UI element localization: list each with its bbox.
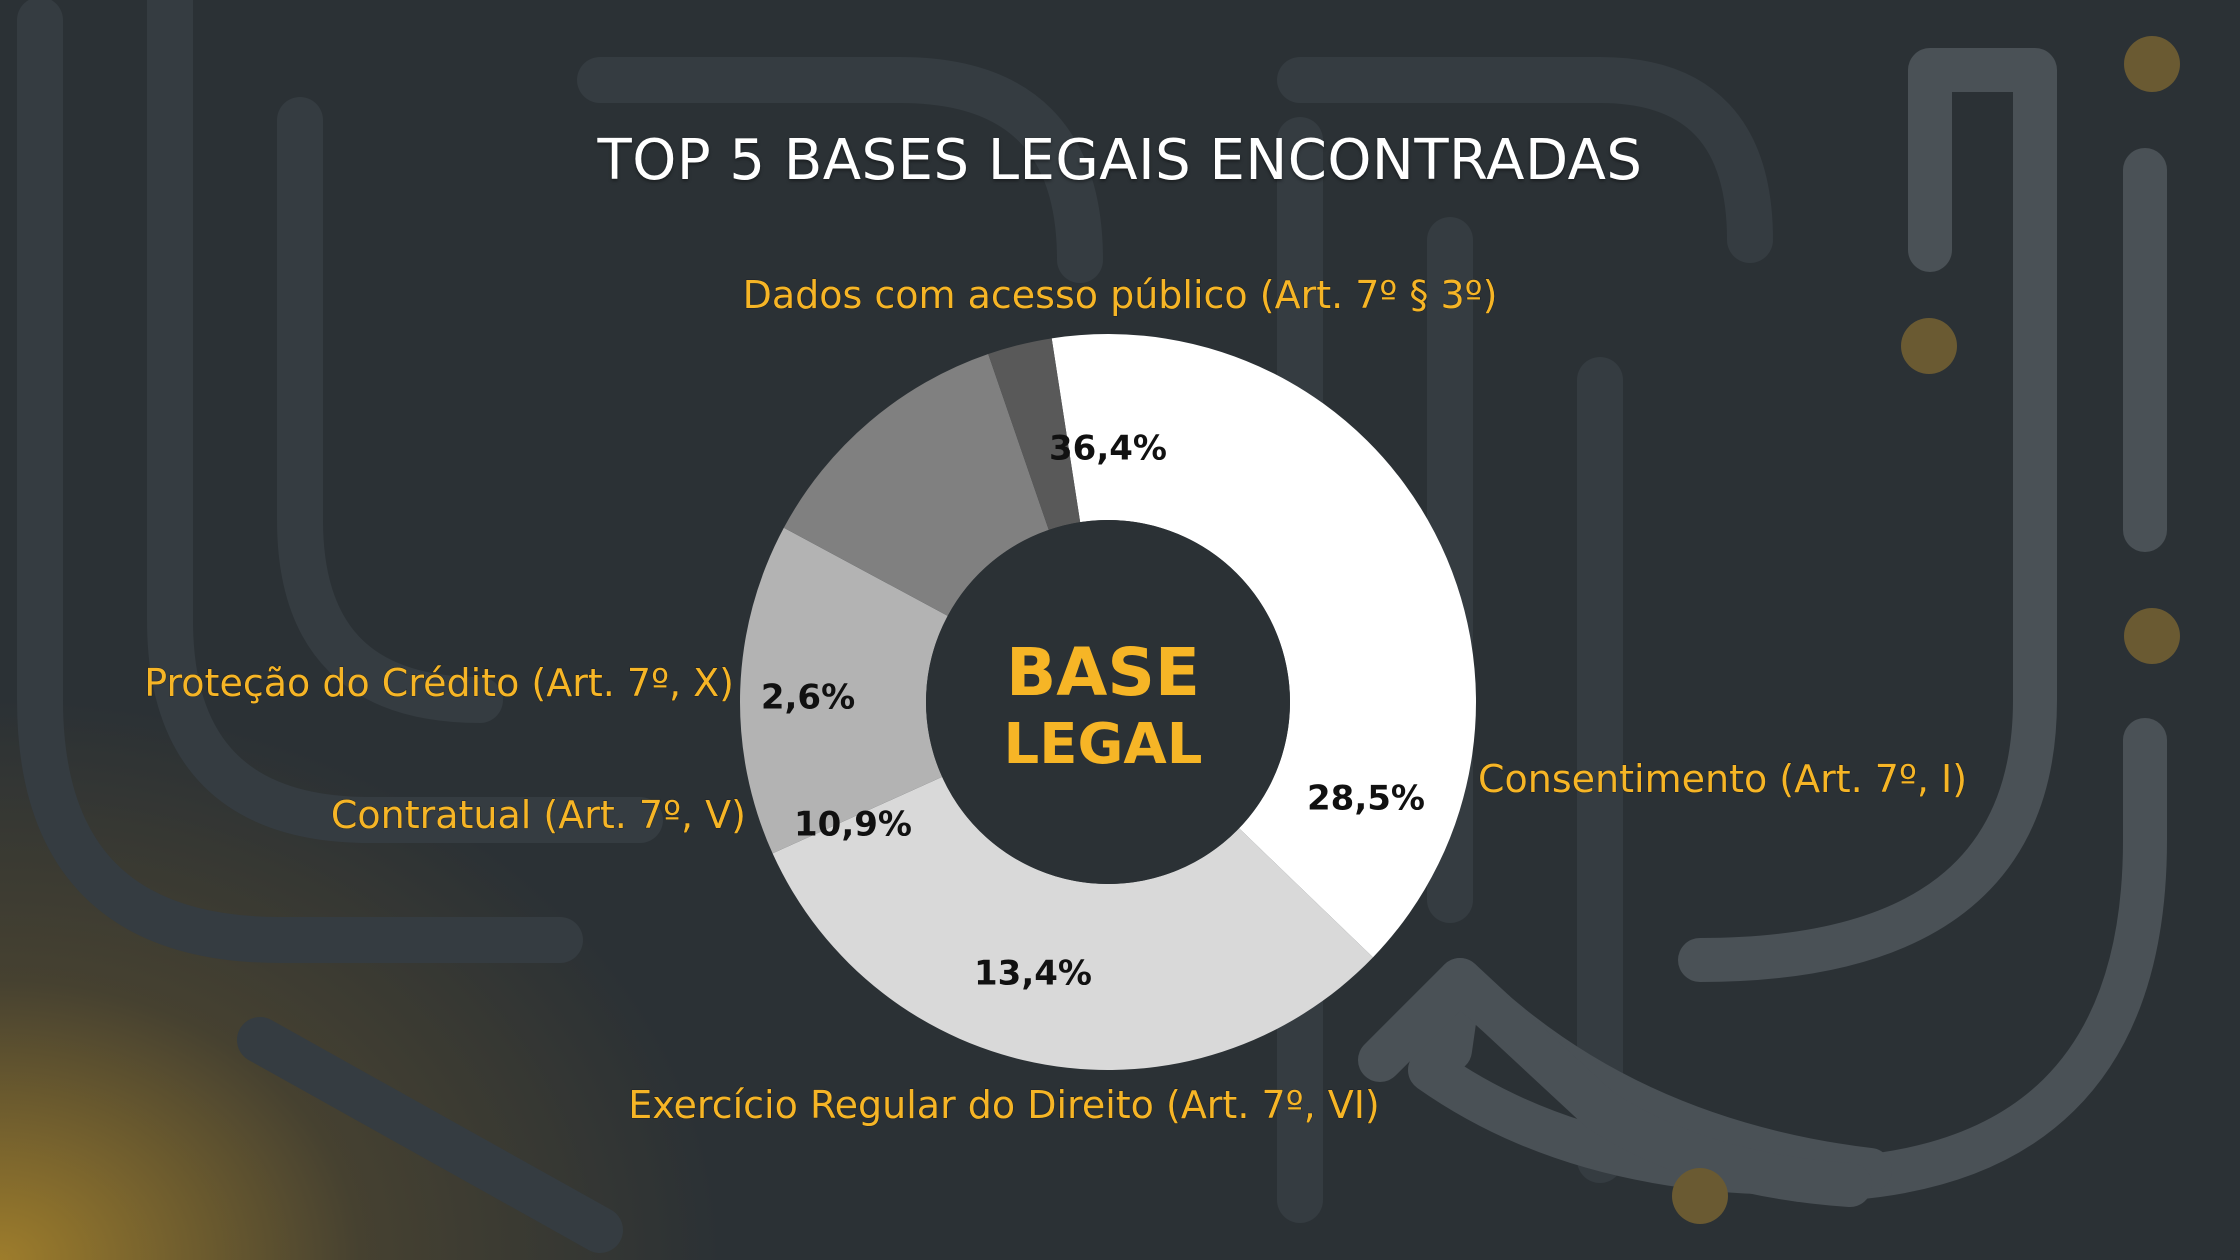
category-label-3: Exercício Regular do Direito (Art. 7º, V… [628,1083,1380,1127]
value-labels-group: 36,4% 28,5% 13,4% 10,9% 2,6% [761,429,1425,994]
donut-hole [926,520,1290,884]
slices-group [739,334,1477,1070]
category-label-2: Consentimento (Art. 7º, I) [1478,757,1967,801]
slice-3 [739,527,948,854]
value-label-3: 13,4% [974,954,1092,994]
slice-1 [1051,334,1477,958]
value-label-2: 28,5% [1307,779,1425,819]
page-title: TOP 5 BASES LEGAIS ENCONTRADAS [597,128,1643,193]
category-label-4: Contratual (Art. 7º, V) [331,793,746,837]
value-label-5: 2,6% [761,678,855,718]
slice-2 [772,776,1373,1070]
slice-4 [783,354,1049,616]
category-labels-group: Dados com acesso público (Art. 7º § 3º) C… [144,273,1968,1128]
center-label-line1: BASE [1006,634,1200,711]
center-label-line2: LEGAL [1004,712,1203,777]
slice-5 [988,338,1081,530]
category-label-5: Proteção do Crédito (Art. 7º, X) [144,661,734,705]
category-label-1: Dados com acesso público (Art. 7º § 3º) [743,273,1498,317]
value-label-1: 36,4% [1049,429,1167,469]
value-label-4: 10,9% [794,805,912,845]
